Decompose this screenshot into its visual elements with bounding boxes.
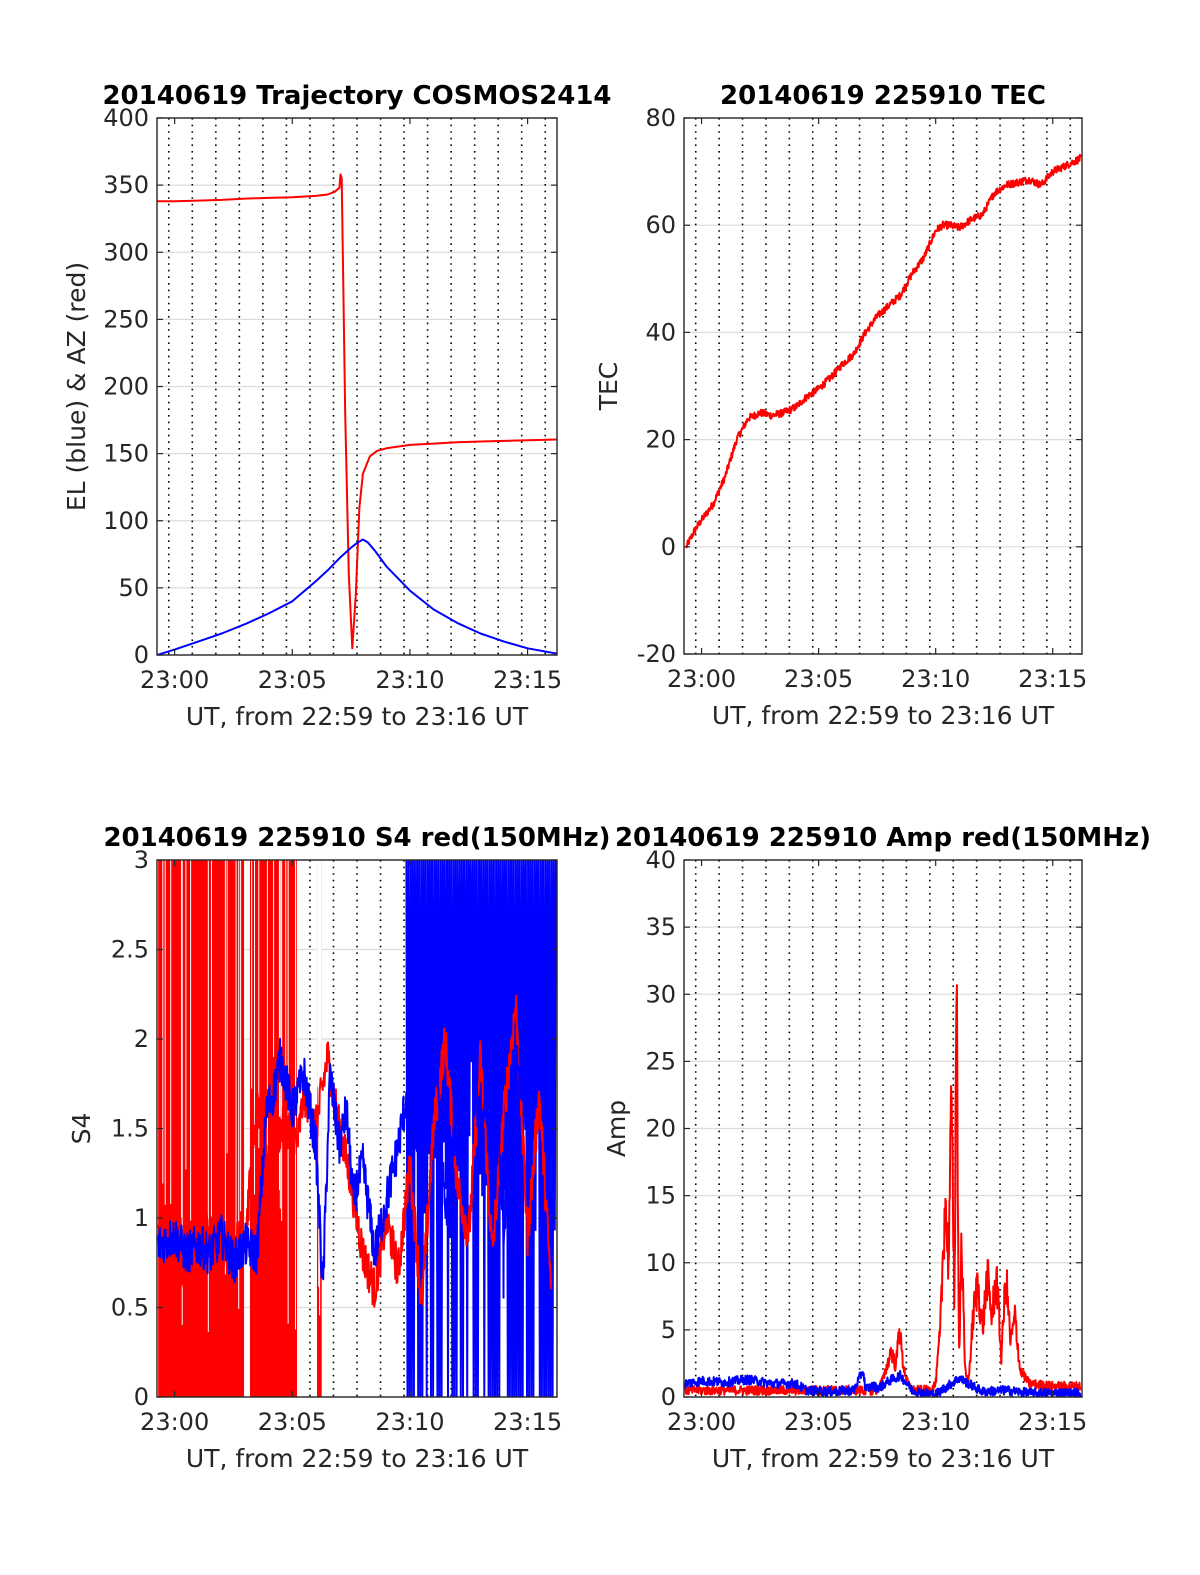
y-tick-label: 0 <box>134 1383 149 1411</box>
plot-content <box>157 860 557 1397</box>
y-tick-label: -20 <box>637 640 676 668</box>
y-tick-label: 5 <box>661 1316 676 1344</box>
y-tick-label: 30 <box>645 980 676 1008</box>
x-tick-label: 23:00 <box>140 1408 209 1436</box>
x-tick-label: 23:15 <box>1018 1408 1087 1436</box>
y-axis-label: TEC <box>594 362 623 412</box>
plot-area <box>684 118 1082 654</box>
y-tick-label: 300 <box>103 238 149 266</box>
y-axis-label: S4 <box>67 1113 96 1145</box>
y-tick-label: 250 <box>103 305 149 333</box>
chart-title: 20140619 225910 Amp red(150MHz) <box>615 823 1151 853</box>
y-tick-label: 25 <box>645 1047 676 1075</box>
x-tick-label: 23:05 <box>784 665 853 693</box>
y-tick-label: 20 <box>645 1115 676 1143</box>
chart-title: 20140619 225910 S4 red(150MHz) <box>103 823 610 853</box>
y-tick-label: 0.5 <box>111 1294 149 1322</box>
x-tick-label: 23:05 <box>258 666 327 694</box>
chart-s4: 0 0.5 1 1.5 2 2.5 3 23:00 23:05 23:10 23:15 2014061… <box>67 823 611 1473</box>
y-tick-label: 100 <box>103 507 149 535</box>
y-tick-label: 0 <box>134 641 149 669</box>
series-line <box>685 153 1082 549</box>
y-tick-label: 50 <box>118 574 149 602</box>
series-line <box>157 932 553 1284</box>
y-tick-label: 2 <box>134 1025 149 1053</box>
y-tick-label: 80 <box>645 104 676 132</box>
y-tick-label: 20 <box>645 426 676 454</box>
chart-trajectory: 0 50 100 150 200 250 300 350 400 23:00 23:05 23:10 2… <box>62 81 612 731</box>
y-tick-label: 1 <box>134 1204 149 1232</box>
y-tick-label: 1.5 <box>111 1115 149 1143</box>
y-tick-label: 200 <box>103 373 149 401</box>
y-tick-label: 3 <box>134 846 149 874</box>
x-tick-label: 23:00 <box>667 665 736 693</box>
x-tick-label: 23:05 <box>258 1408 327 1436</box>
y-tick-label: 40 <box>645 318 676 346</box>
noise-band-red <box>158 860 245 1397</box>
series-line <box>157 173 557 650</box>
x-tick-label: 23:10 <box>375 666 444 694</box>
plot-content <box>685 153 1082 549</box>
plot-content <box>684 984 1082 1397</box>
y-tick-label: 0 <box>661 533 676 561</box>
series-line <box>684 1370 1082 1397</box>
series-line <box>684 984 1082 1396</box>
y-tick-label: 15 <box>645 1182 676 1210</box>
y-tick-label: 10 <box>645 1249 676 1277</box>
x-tick-label: 23:10 <box>901 1408 970 1436</box>
y-tick-label: 40 <box>645 846 676 874</box>
x-tick-label: 23:10 <box>375 1408 444 1436</box>
x-tick-label: 23:00 <box>667 1408 736 1436</box>
x-tick-label: 23:15 <box>493 1408 562 1436</box>
x-tick-label: 23:10 <box>901 665 970 693</box>
y-tick-label: 350 <box>103 171 149 199</box>
chart-title: 20140619 225910 TEC <box>720 81 1046 111</box>
y-axis-label: Amp <box>602 1100 631 1157</box>
chart-tec: -20 0 20 40 60 80 23:00 23:05 23:10 23:15 20140619… <box>594 81 1087 730</box>
x-tick-label: 23:05 <box>784 1408 853 1436</box>
y-tick-label: 0 <box>661 1383 676 1411</box>
y-tick-label: 60 <box>645 211 676 239</box>
plot-content <box>157 173 557 655</box>
axes-box <box>683 117 1083 655</box>
x-axis-label: UT, from 22:59 to 23:16 UT <box>712 701 1055 730</box>
y-tick-label: 400 <box>103 104 149 132</box>
x-tick-label: 23:00 <box>140 666 209 694</box>
x-axis-label: UT, from 22:59 to 23:16 UT <box>712 1444 1055 1473</box>
x-tick-label: 23:15 <box>1018 665 1087 693</box>
y-tick-label: 150 <box>103 440 149 468</box>
y-axis-label: EL (blue) & AZ (red) <box>62 262 91 511</box>
x-axis-label: UT, from 22:59 to 23:16 UT <box>186 702 529 731</box>
chart-amp: 0 5 10 15 20 25 30 35 40 23:00 23:05 23:10 23:15 2014… <box>602 823 1151 1473</box>
series-line <box>157 538 557 655</box>
x-tick-label: 23:15 <box>493 666 562 694</box>
y-tick-label: 2.5 <box>111 936 149 964</box>
chart-title: 20140619 Trajectory COSMOS2414 <box>102 81 611 111</box>
y-tick-label: 35 <box>645 913 676 941</box>
x-axis-label: UT, from 22:59 to 23:16 UT <box>186 1444 529 1473</box>
